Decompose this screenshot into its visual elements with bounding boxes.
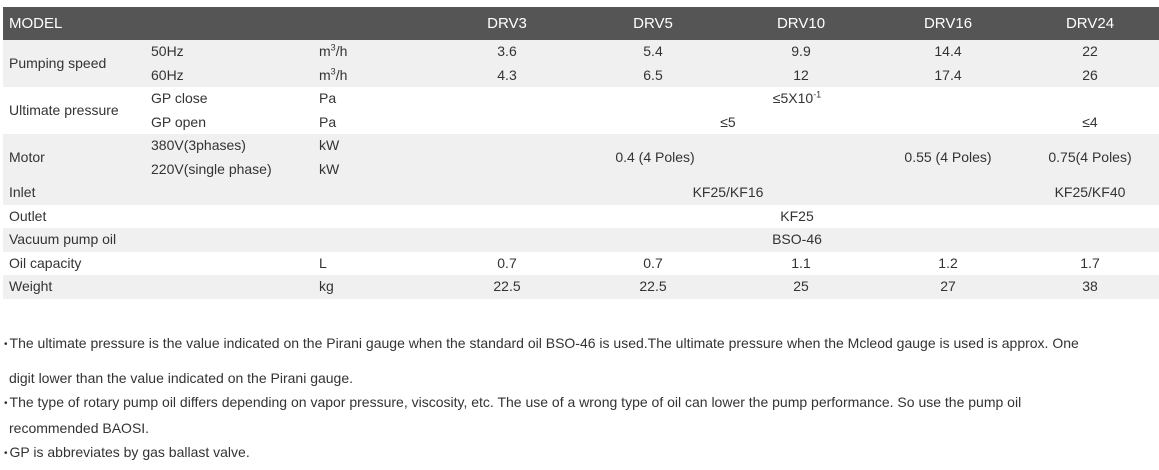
value-motor-a: 0.4 (4 Poles): [435, 134, 875, 181]
value-cell: 22: [1021, 40, 1159, 64]
row-pumping-speed-50hz: Pumping speed 50Hz m3/h 3.6 5.4 9.9 14.4…: [3, 40, 1159, 87]
unit-gp-open: Pa: [319, 113, 337, 130]
sub-50hz: 50Hz: [145, 40, 313, 64]
value-outlet: KF25: [780, 207, 814, 224]
value-cell: 22.5: [579, 275, 727, 299]
unit-weight: kg: [313, 275, 435, 299]
value-cell: 27: [875, 275, 1021, 299]
value-cell: 17.4: [875, 63, 1021, 87]
unit-220v: kW: [313, 157, 435, 181]
row-ultimate-pressure-open: GP open Pa ≤5 ≤4: [3, 111, 1159, 135]
value-motor-c: 0.75(4 Poles): [1021, 134, 1159, 181]
bullet-icon: •: [4, 339, 8, 350]
value-cell: 0.7: [497, 254, 517, 271]
bullet-icon: •: [4, 448, 8, 459]
sub-gp-open: GP open: [151, 113, 207, 130]
value-gp-open-a: ≤5: [720, 113, 736, 130]
motor-label: Motor: [3, 134, 145, 181]
value-oil: BSO-46: [435, 228, 1159, 252]
value-cell: 25: [727, 275, 875, 299]
note-1: • The ultimate pressure is the value indi…: [4, 335, 1079, 351]
sub-220v: 220V(single phase): [145, 157, 313, 181]
header-model: MODEL: [3, 7, 435, 40]
row-weight: Weight kg 22.5 22.5 25 27 38: [3, 275, 1159, 299]
note-2: • The type of rotary pump oil differs dep…: [4, 394, 1022, 410]
weight-label: Weight: [3, 275, 313, 299]
value-cell: 38: [1021, 275, 1159, 299]
oil-label: Vacuum pump oil: [3, 228, 435, 252]
ultimate-pressure-label: Ultimate pressure: [9, 101, 119, 118]
row-inlet: Inlet KF25/KF16 KF25/KF40: [3, 181, 1159, 205]
row-pumping-speed-60hz: 60Hz m3/h 4.3 6.5 12 17.4 26: [3, 63, 1159, 87]
row-ultimate-pressure-close: Ultimate pressure GP close Pa ≤5X10-1: [3, 87, 1159, 118]
header-drv10: DRV10: [727, 7, 875, 40]
notes-section: • The ultimate pressure is the value indi…: [4, 331, 1154, 466]
row-oil-capacity: Oil capacity L 0.7 0.7 1.1 1.2 1.7: [3, 252, 1159, 276]
header-drv5: DRV5: [579, 7, 727, 40]
pumping-speed-label: Pumping speed: [3, 40, 145, 87]
value-cell: 3.6: [435, 40, 579, 64]
unit-380v: kW: [313, 134, 435, 158]
unit-50hz: m3/h: [313, 40, 435, 64]
value-cell: 22.5: [435, 275, 579, 299]
inlet-label: Inlet: [3, 181, 435, 205]
header-drv3: DRV3: [435, 7, 579, 40]
value-cell: 1.2: [938, 254, 958, 271]
row-vacuum-pump-oil: Vacuum pump oil BSO-46: [3, 228, 1159, 252]
value-cell: 6.5: [579, 63, 727, 87]
row-motor-220v: 220V(single phase) kW: [3, 157, 1159, 181]
sub-380v: 380V(3phases): [145, 134, 313, 158]
value-gp-close: ≤5X10-1: [772, 89, 822, 106]
note-2-continued: recommended BAOSI.: [9, 420, 150, 436]
value-cell: 0.7: [643, 254, 663, 271]
header-drv16: DRV16: [875, 7, 1021, 40]
note-3: • GP is abbreviates by gas ballast valve.: [4, 444, 250, 460]
value-cell: 12: [727, 63, 875, 87]
note-1-continued: digit lower than the value indicated on …: [9, 370, 354, 386]
oil-capacity-label: Oil capacity: [9, 254, 82, 271]
value-inlet-b: KF25/KF40: [1021, 181, 1159, 205]
row-outlet: Outlet KF25: [3, 205, 1159, 229]
value-motor-b: 0.55 (4 Poles): [875, 134, 1021, 181]
value-cell: 14.4: [875, 40, 1021, 64]
sub-gp-close: GP close: [151, 90, 208, 106]
unit-gp-close: Pa: [319, 90, 337, 106]
value-cell: 26: [1021, 63, 1159, 87]
outlet-label: Outlet: [9, 207, 47, 224]
value-cell: 1.1: [791, 254, 811, 271]
value-gp-open-b: ≤4: [1082, 113, 1098, 130]
header-drv24: DRV24: [1021, 7, 1159, 40]
value-cell: 9.9: [727, 40, 875, 64]
value-cell: 5.4: [579, 40, 727, 64]
unit-oil-capacity: L: [319, 254, 327, 271]
spec-table: MODEL DRV3 DRV5 DRV10 DRV16 DRV24 Pumpin…: [3, 7, 1159, 299]
value-cell: 1.7: [1080, 254, 1100, 271]
value-cell: 4.3: [435, 63, 579, 87]
unit-60hz: m3/h: [313, 63, 435, 87]
sub-60hz: 60Hz: [145, 63, 313, 87]
value-inlet-a: KF25/KF16: [435, 181, 1021, 205]
header-row: MODEL DRV3 DRV5 DRV10 DRV16 DRV24: [3, 7, 1159, 40]
row-motor-380v: Motor 380V(3phases) kW 0.4 (4 Poles) 0.5…: [3, 134, 1159, 181]
bullet-icon: •: [4, 398, 8, 409]
